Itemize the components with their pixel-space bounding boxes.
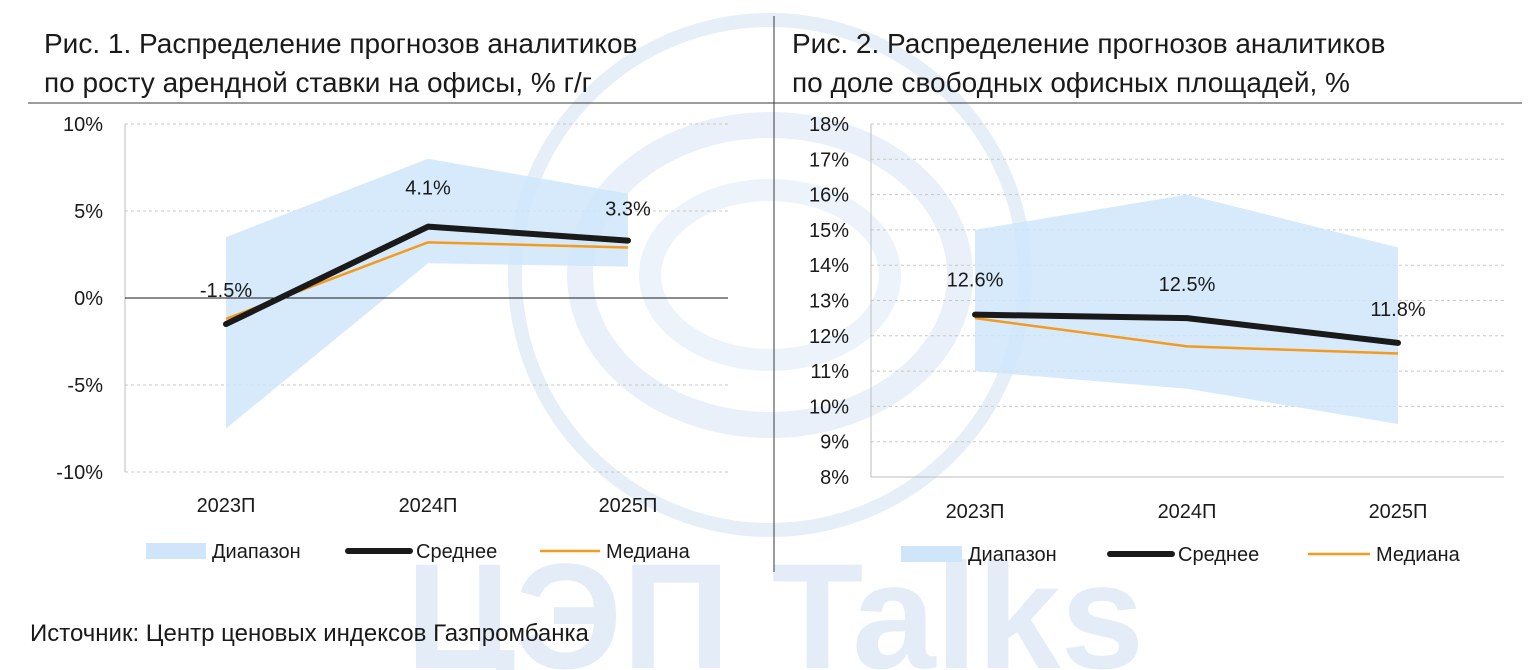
x-tick-label: 2025П — [1369, 501, 1428, 523]
x-tick-label: 2023П — [197, 495, 256, 517]
legend-swatch-range — [146, 543, 206, 559]
y-tick-label: 8% — [820, 467, 849, 489]
y-tick-label: 0% — [74, 288, 103, 310]
y-tick-label: -5% — [67, 375, 103, 397]
legend-label: Медиана — [606, 541, 691, 563]
data-label: 4.1% — [405, 178, 451, 200]
x-tick-label: 2024П — [1158, 501, 1217, 523]
chart-2-title-line2: по доле свободных офисных площадей, % — [792, 67, 1350, 98]
chart-2-title: Рис. 2. Распределение прогнозов аналитик… — [792, 24, 1385, 102]
y-tick-label: 16% — [809, 185, 849, 207]
legend-label: Среднее — [1178, 544, 1259, 566]
data-label: -1.5% — [200, 280, 252, 302]
chart-1-title: Рис. 1. Распределение прогнозов аналитик… — [44, 24, 637, 102]
watermark-globe-inner — [639, 179, 901, 371]
x-tick-label: 2025П — [599, 495, 658, 517]
y-tick-label: 18% — [809, 114, 849, 136]
chart-1-title-line2: по росту арендной ставки на офисы, % г/г — [44, 67, 592, 98]
y-tick-label: 9% — [820, 432, 849, 454]
y-tick-label: 10% — [809, 396, 849, 418]
series-median-line — [974, 316, 1399, 355]
legend-label: Диапазон — [968, 544, 1057, 566]
x-tick-label: 2024П — [399, 495, 458, 517]
chart-2-title-line1: Рис. 2. Распределение прогнозов аналитик… — [792, 28, 1386, 59]
legend-swatch-range — [901, 546, 962, 562]
watermark-globe-band — [567, 112, 973, 438]
y-tick-label: 15% — [809, 220, 849, 242]
range-band — [975, 194, 1398, 425]
legend-label: Медиана — [1376, 544, 1461, 566]
data-label: 3.3% — [605, 199, 651, 221]
y-tick-label: 14% — [809, 255, 849, 277]
chart-1-title-line1: Рис. 1. Распределение прогнозов аналитик… — [44, 28, 638, 59]
series-mean-line — [223, 223, 631, 328]
watermark-text: ЦЭП Talks — [406, 532, 1144, 670]
source-note: Источник: Центр ценовых индексов Газпром… — [30, 620, 589, 647]
y-tick-label: 11% — [810, 361, 849, 383]
y-tick-label: 13% — [809, 291, 849, 313]
y-tick-label: -10% — [56, 462, 103, 484]
chart-rent-growth: 10% 5% 0% -5% -10% -1.5% 4.1% 3.3% 2023П 2024П 202… — [56, 114, 728, 563]
x-tick-label: 2023П — [946, 501, 1005, 523]
y-tick-label: 10% — [63, 114, 103, 136]
legend-label: Среднее — [416, 541, 497, 563]
data-label: 11.8% — [1370, 299, 1425, 321]
range-band — [226, 158, 628, 429]
watermark-logo: ЦЭП Talks — [406, 13, 1144, 670]
y-tick-label: 12% — [809, 326, 849, 348]
data-label: 12.6% — [947, 270, 1004, 292]
y-tick-label: 5% — [74, 201, 103, 223]
y-tick-label: 17% — [809, 149, 849, 171]
legend-label: Диапазон — [212, 541, 301, 563]
data-label: 12.5% — [1159, 274, 1216, 296]
series-mean-line — [972, 311, 1401, 346]
chart-vacancy: 18% 17% 16% 15% 14% 13% 12% 11% 10% 9% 8% 12.6% 12.5… — [809, 114, 1504, 566]
